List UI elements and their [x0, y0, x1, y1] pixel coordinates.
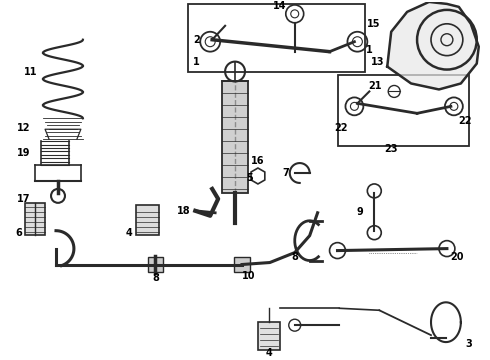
Text: 18: 18 — [176, 206, 190, 216]
Text: 5: 5 — [246, 173, 253, 183]
Bar — [234, 257, 250, 273]
Text: 8: 8 — [291, 252, 298, 262]
Bar — [188, 4, 366, 72]
Text: 8: 8 — [152, 274, 159, 283]
Bar — [25, 203, 45, 235]
Bar — [338, 75, 469, 146]
Bar — [258, 322, 280, 350]
Text: 4: 4 — [266, 348, 272, 358]
Bar — [147, 257, 164, 273]
Text: 4: 4 — [125, 228, 132, 238]
Text: 14: 14 — [273, 1, 287, 11]
Text: 16: 16 — [251, 156, 265, 166]
Bar — [136, 205, 159, 235]
Text: 12: 12 — [17, 123, 30, 133]
Text: 11: 11 — [24, 67, 38, 77]
Text: 13: 13 — [370, 57, 384, 67]
Text: 15: 15 — [367, 19, 380, 29]
Text: 3: 3 — [466, 339, 472, 349]
Polygon shape — [387, 2, 479, 89]
Text: 17: 17 — [17, 194, 30, 204]
Text: 6: 6 — [16, 228, 23, 238]
Text: 21: 21 — [368, 81, 382, 91]
Text: 19: 19 — [17, 148, 30, 158]
Text: 20: 20 — [450, 252, 464, 262]
Text: 1: 1 — [366, 45, 373, 55]
Text: 9: 9 — [356, 207, 363, 217]
Text: 22: 22 — [458, 116, 471, 126]
Bar — [222, 81, 248, 193]
Text: 23: 23 — [385, 144, 398, 154]
Text: 7: 7 — [282, 168, 289, 178]
Text: 2: 2 — [193, 35, 199, 45]
Text: 1: 1 — [193, 57, 199, 67]
Text: 10: 10 — [242, 271, 256, 282]
Text: 22: 22 — [335, 123, 348, 133]
